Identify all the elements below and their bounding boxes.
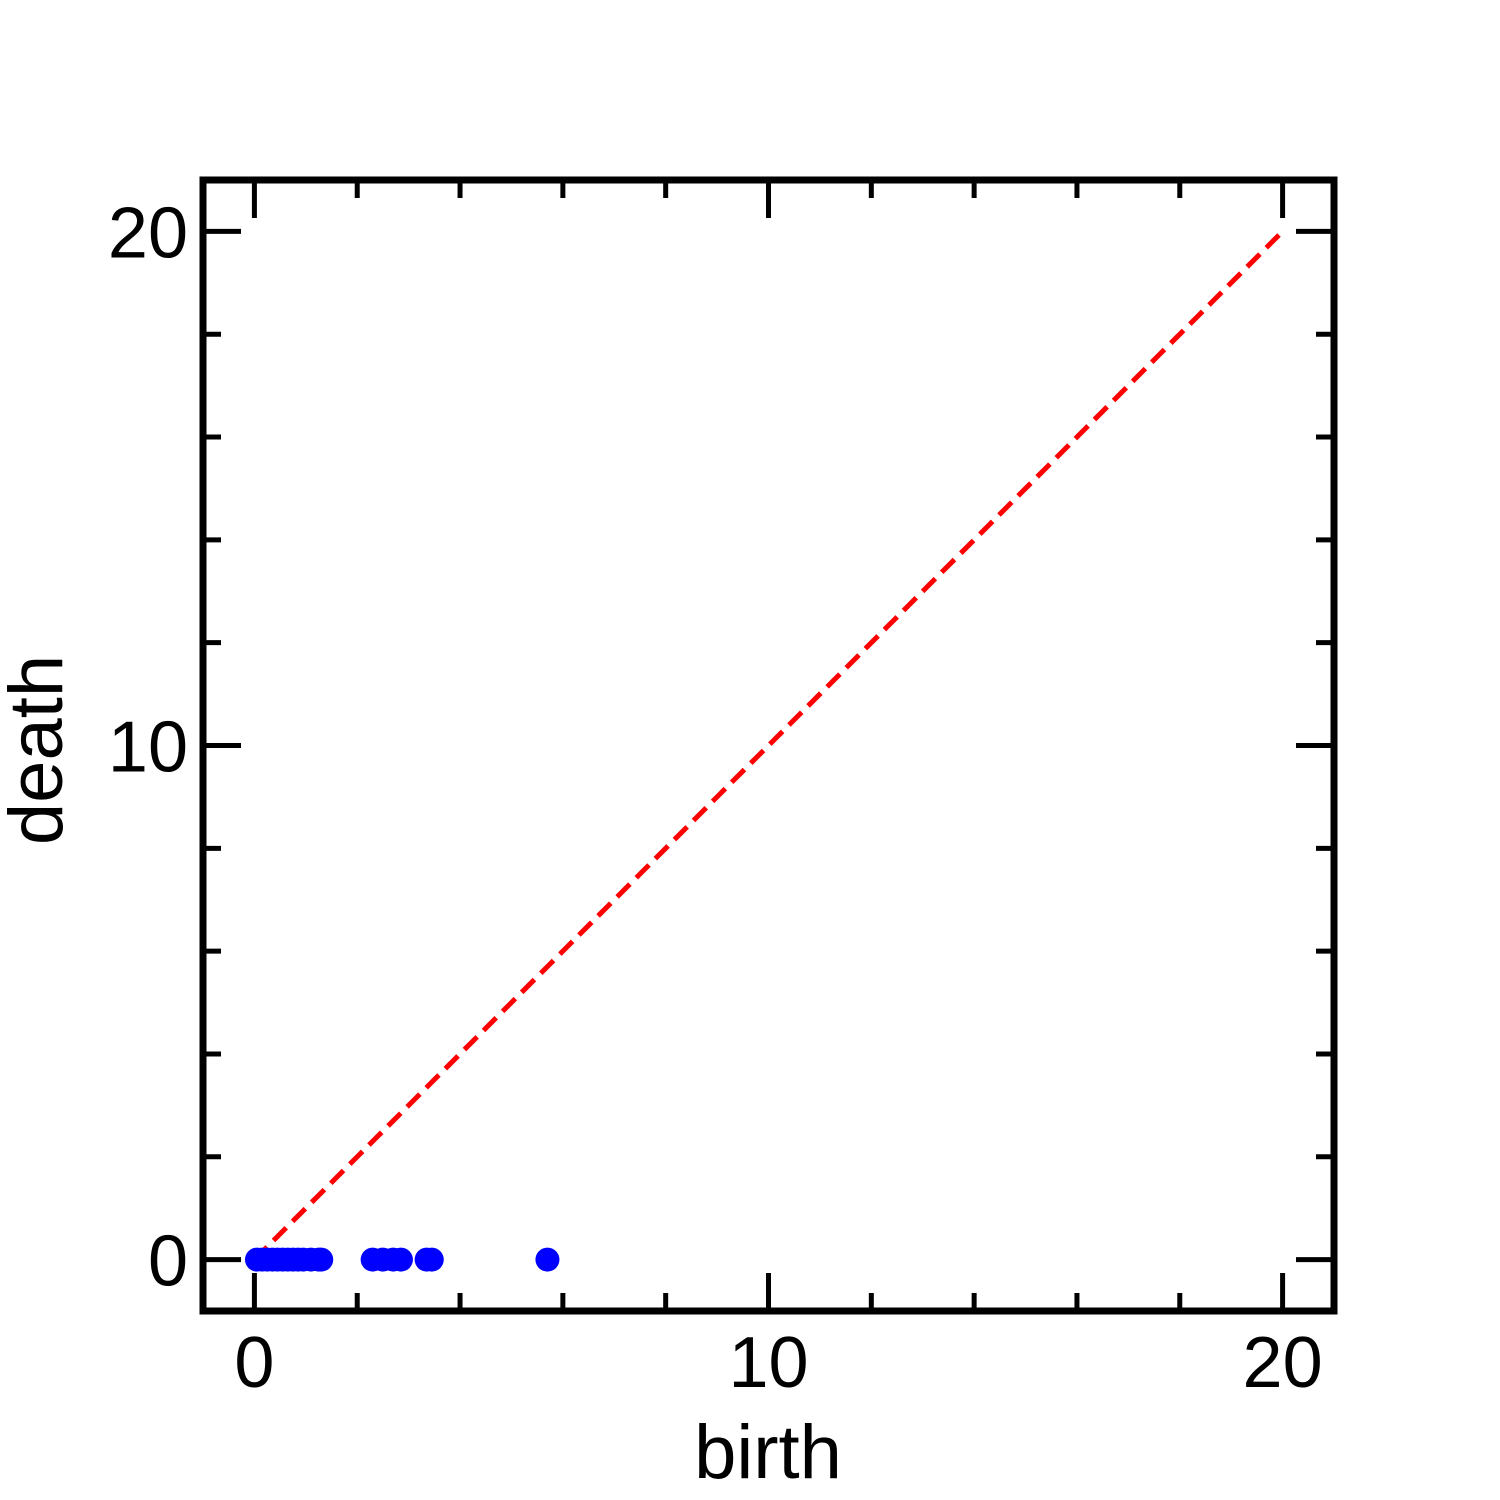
x-tick-label: 10 [728,1323,808,1403]
y-tick-label: 0 [148,1222,188,1302]
x-tick-label: 0 [234,1323,274,1403]
data-point [309,1247,334,1272]
x-tick-label: 20 [1243,1323,1323,1403]
y-axis-label: death [0,655,79,845]
tick-labels-layer: 0 10 20 0 10 20 [108,193,1323,1403]
x-axis-label: birth [694,1410,842,1495]
data-point [388,1247,413,1272]
data-point [535,1247,560,1272]
y-tick-label: 10 [108,708,188,788]
y-tick-label: 20 [108,193,188,273]
plot-frame [199,176,1338,1315]
points-layer [244,1247,560,1272]
data-point [419,1247,444,1272]
